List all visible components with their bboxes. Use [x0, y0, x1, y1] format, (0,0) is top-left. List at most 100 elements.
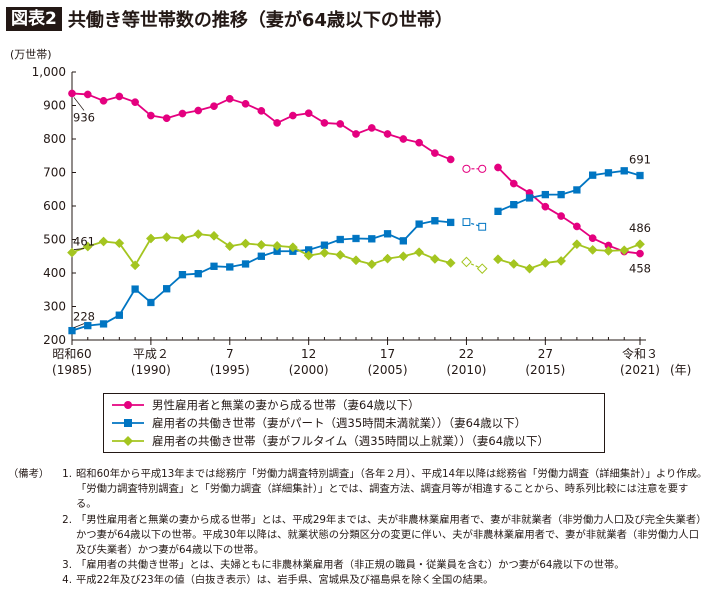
data-point [604, 169, 613, 177]
data-point [147, 111, 155, 120]
data-point [589, 171, 597, 179]
annotation-leader [73, 323, 85, 328]
data-point [114, 238, 125, 249]
data-point [494, 207, 502, 216]
chart-header: 図表2 共働き等世帯数の推移（妻が64歳以下の世帯） [6, 6, 453, 32]
data-point [99, 320, 108, 328]
data-point [603, 245, 614, 256]
data-label: 691 [629, 153, 651, 167]
data-point [257, 252, 265, 260]
x-tick-year-label: (1995) [210, 363, 250, 377]
note-row: 4. 平成22年及び23年の値（白抜き表示）は、岩手県、宮城県及び福島県を除く全… [8, 573, 708, 588]
note-text: 「雇用者の共働き世帯」とは、夫婦ともに非農林業雇用者（非正規の職員・従業員を含む… [76, 559, 625, 572]
data-point [320, 241, 329, 249]
data-point [557, 190, 565, 199]
legend-label: 雇用者の共働き世帯（妻がフルタイム（週35時間以上就業））（妻64歳以下） [152, 434, 550, 448]
data-point [368, 235, 376, 243]
data-point [130, 260, 141, 271]
y-axis-label: (万世帯) [10, 48, 52, 61]
data-point [351, 255, 361, 266]
data-point [414, 247, 425, 258]
data-point [67, 247, 77, 258]
series-line-segment [118, 242, 136, 266]
data-point [210, 102, 218, 111]
data-point [225, 94, 234, 103]
annotation-leader [73, 248, 85, 250]
data-point [335, 249, 346, 260]
data-point [431, 149, 439, 157]
note-text: 「男性雇用者と無業の妻から成る世帯」とは、平成29年までは、夫が非農林業雇用者で… [76, 513, 707, 557]
note-row: 2. 「男性雇用者と無業の妻から成る世帯」とは、平成29年までは、夫が非農林業雇… [8, 513, 708, 559]
x-tick-year-label: (1990) [131, 363, 171, 377]
data-point [352, 234, 360, 243]
x-tick-era-label: 22 [459, 347, 474, 361]
note-number: 3. [62, 559, 72, 572]
data-label: 486 [629, 221, 651, 235]
note-number: 2. [62, 513, 72, 526]
note-text: 平成22年及び23年の値（白抜き表示）は、岩手県、宮城県及び福島県を除く全国の結… [76, 574, 494, 587]
legend-item-part: 雇用者の共働き世帯（妻がパート（週35時間未満就業））（妻64歳以下） [110, 414, 526, 432]
data-point [115, 92, 124, 101]
legend-item-male: 男性雇用者と無業の妻から成る世帯（妻64歳以下） [110, 396, 420, 414]
y-tick-label: 600 [43, 199, 66, 213]
x-tick-era-label: 7 [226, 347, 234, 361]
data-point [447, 218, 455, 227]
data-point [178, 109, 187, 118]
data-point [131, 98, 139, 107]
data-point [304, 109, 313, 118]
data-point [68, 89, 76, 98]
data-point [636, 171, 644, 180]
series-male [68, 89, 644, 258]
data-point [367, 124, 376, 132]
data-point [462, 164, 471, 173]
data-point [588, 234, 597, 243]
data-point [241, 99, 250, 108]
data-point [462, 218, 471, 226]
data-point [510, 201, 518, 209]
data-point [556, 255, 567, 266]
data-point [210, 262, 218, 270]
data-point [287, 242, 298, 253]
note-row: 3. 「雇用者の共働き世帯」とは、夫婦ともに非農林業雇用者（非正規の職員・従業員… [8, 558, 708, 573]
data-point [382, 253, 393, 264]
data-point [415, 138, 423, 147]
data-point [147, 298, 155, 307]
data-point [194, 270, 202, 278]
legend-marker-diamond-icon [112, 436, 144, 446]
data-point [336, 120, 345, 128]
data-point [399, 237, 407, 245]
data-point [193, 229, 204, 240]
y-tick-label: 800 [43, 132, 66, 146]
legend: 男性雇用者と無業の妻から成る世帯（妻64歳以下） 雇用者の共働き世帯（妻がパート… [103, 393, 605, 453]
data-point [366, 259, 377, 270]
data-point [573, 222, 581, 231]
data-point [209, 230, 219, 241]
notes: （備考） 1. 昭和60年から平成13年までは総務庁「労働力調査特別調査」（各年… [8, 467, 708, 589]
data-point [82, 241, 93, 252]
data-point [571, 239, 582, 250]
data-point [98, 236, 109, 247]
series-part [68, 167, 644, 335]
data-point [272, 240, 283, 251]
data-label: 936 [73, 110, 95, 124]
data-point [429, 253, 440, 264]
data-point [162, 114, 171, 123]
data-label: 461 [73, 235, 95, 249]
x-tick-era-label: 平成２ [133, 347, 169, 361]
data-point [461, 256, 472, 268]
note-row: （備考） 1. 昭和60年から平成13年までは総務庁「労働力調査特別調査」（各年… [8, 467, 708, 513]
legend-marker-circle-icon [112, 401, 144, 409]
legend-label: 雇用者の共働き世帯（妻がパート（週35時間未満就業））（妻64歳以下） [152, 416, 527, 430]
data-point [177, 233, 188, 244]
data-point [636, 249, 644, 258]
data-point [587, 244, 598, 255]
y-tick-label: 1,000 [32, 65, 66, 79]
data-point [619, 245, 630, 256]
data-point [273, 119, 281, 127]
series-line-segment [560, 243, 578, 262]
data-point [303, 250, 314, 261]
chart-title: 共働き等世帯数の推移（妻が64歳以下の世帯） [67, 10, 453, 31]
series-line-segment [118, 288, 136, 316]
x-tick-era-label: 12 [301, 347, 316, 361]
y-tick-label: 900 [43, 99, 66, 113]
